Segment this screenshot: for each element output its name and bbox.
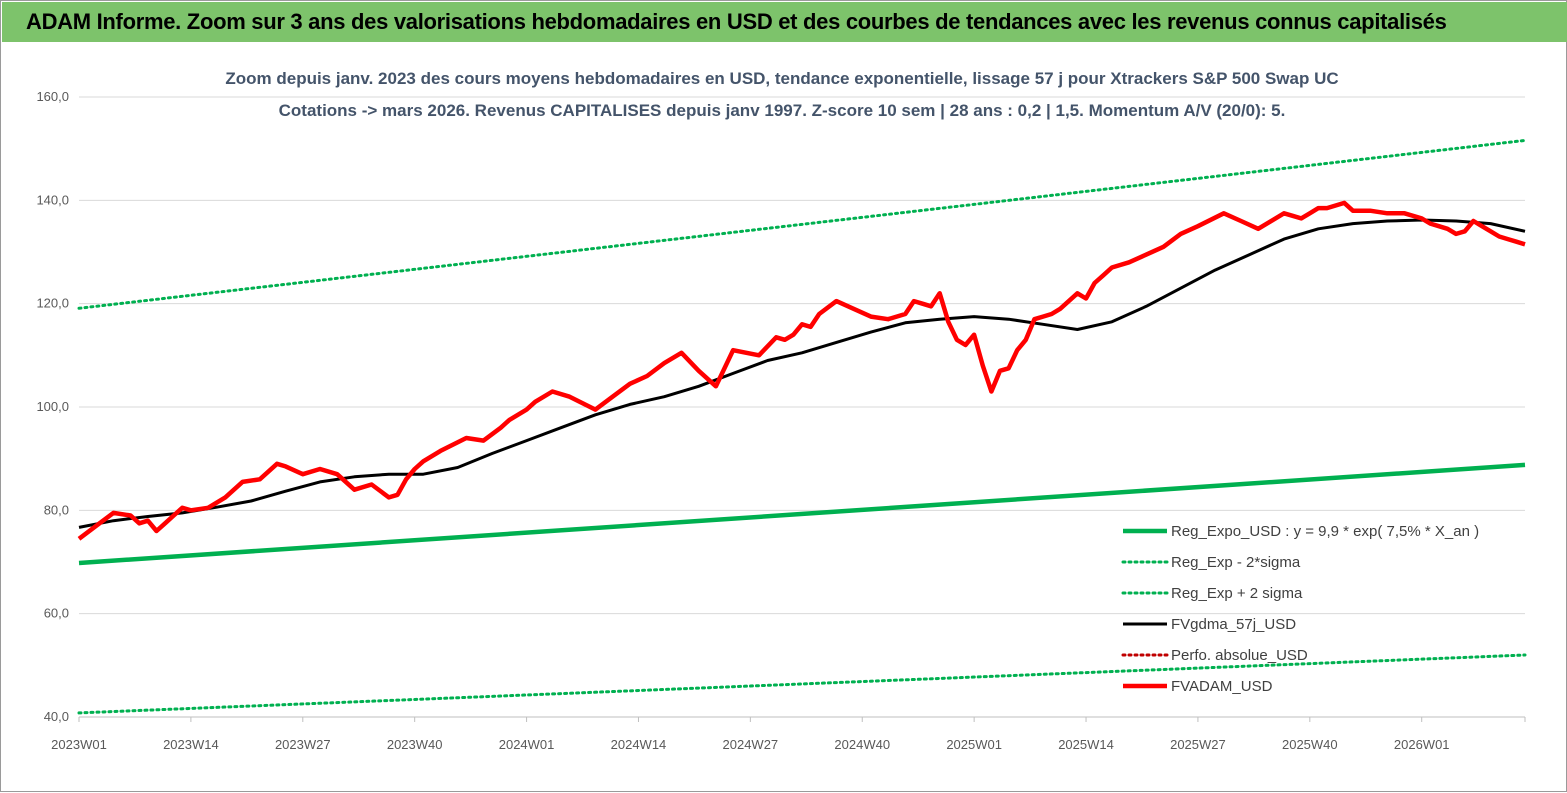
report-banner: ADAM Informe. Zoom sur 3 ans des valoris… [2,2,1567,42]
x-tick-labels: 2023W01 2023W14 2023W27 2023W40 2024W01 2024W… [51,737,1449,752]
legend-label: Perfo. absolue_USD [1171,647,1308,664]
reg-exp-plus-2sigma-line [77,138,1527,310]
y-tick-label: 100,0 [36,399,69,414]
x-tick-label: 2025W14 [1058,737,1114,752]
report-title: ADAM Informe. Zoom sur 3 ans des valoris… [26,9,1447,34]
x-tick-label: 2023W14 [163,737,219,752]
x-tick-label: 2023W01 [51,737,107,752]
x-tick-label: 2024W27 [723,737,779,752]
legend-label: Reg_Exp - 2*sigma [1171,554,1301,571]
y-tick-label: 40,0 [44,709,69,724]
x-tick-label: 2026W01 [1394,737,1450,752]
reg-expo-line [78,462,1526,566]
y-tick-labels: 40,0 60,0 80,0 100,0 120,0 140,0 160,0 [36,89,69,724]
x-tick-label: 2024W40 [834,737,890,752]
fvgdma-57j-line [78,218,1526,529]
chart-subtitle: Cotations -> mars 2026. Revenus CAPITALI… [279,101,1286,120]
y-tick-label: 60,0 [44,606,69,621]
x-tick-label: 2023W40 [387,737,443,752]
y-tick-label: 80,0 [44,502,69,517]
y-tick-label: 160,0 [36,89,69,104]
series-lines [77,138,1527,715]
reg-exp-minus-2sigma-line [77,653,1527,715]
fvadam-line [77,200,1526,541]
y-tick-label: 140,0 [36,192,69,207]
x-tick-label: 2023W27 [275,737,331,752]
chart-title: Zoom depuis janv. 2023 des cours moyens … [225,69,1338,88]
legend-label: Reg_Expo_USD : y = 9,9 * exp( 7,5% * X_a… [1171,523,1479,540]
x-tick-label: 2025W01 [946,737,1002,752]
gridlines [79,96,1525,615]
legend: Reg_Expo_USD : y = 9,9 * exp( 7,5% * X_a… [1121,523,1479,695]
legend-label: FVADAM_USD [1171,678,1273,695]
legend-label: FVgdma_57j_USD [1171,616,1296,633]
x-tick-label: 2024W14 [611,737,667,752]
x-tick-label: 2025W40 [1282,737,1338,752]
legend-label: Reg_Exp + 2 sigma [1171,585,1303,602]
x-tick-label: 2024W01 [499,737,555,752]
axes [78,716,1526,722]
y-tick-label: 120,0 [36,296,69,311]
x-tick-label: 2025W27 [1170,737,1226,752]
